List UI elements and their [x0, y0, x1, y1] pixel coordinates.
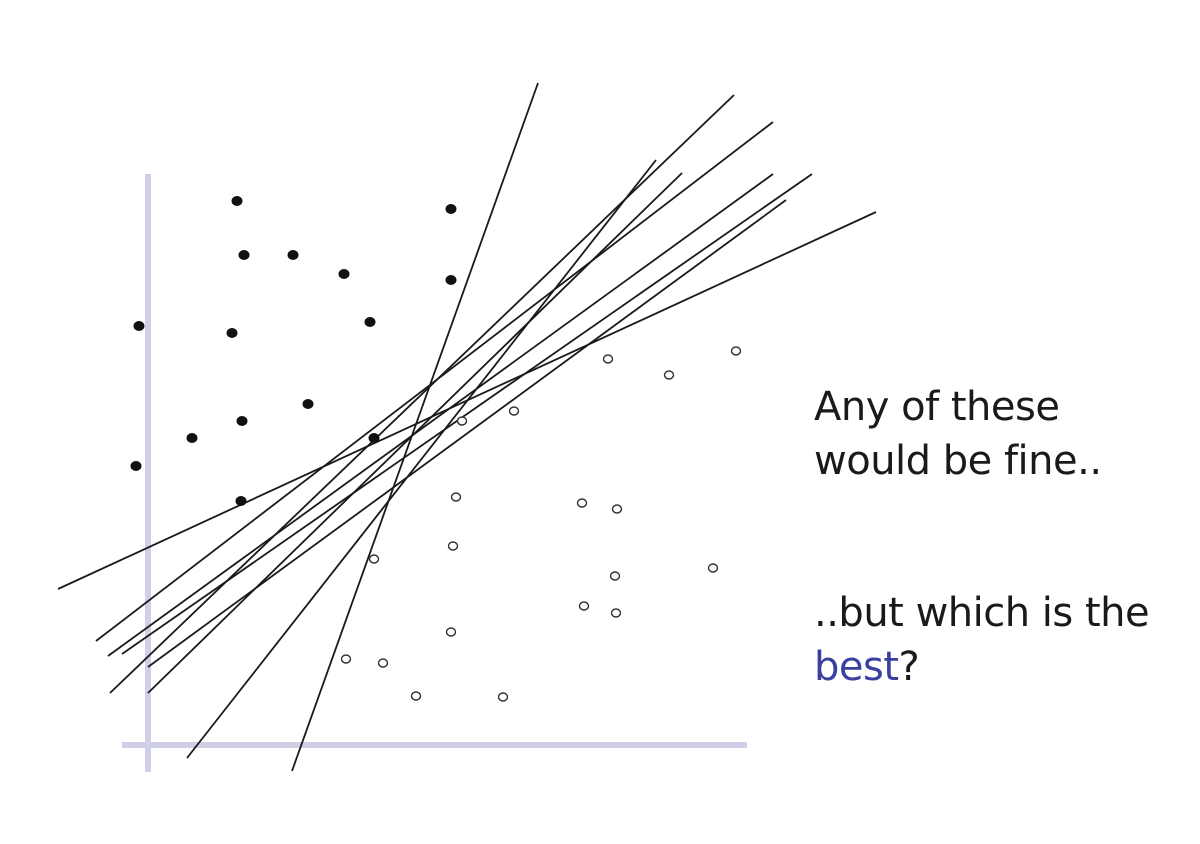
caption-any-of-these: Any of these would be fine.. — [814, 380, 1102, 488]
filled-circle-icon — [236, 416, 248, 426]
filled-circle-icon — [445, 275, 457, 285]
separator-line — [95, 121, 774, 642]
filled-circle-icon — [287, 250, 299, 260]
hollow-circle-icon — [578, 601, 590, 611]
question-mark: ? — [898, 644, 920, 690]
filled-circle-icon — [133, 321, 145, 331]
caption-line: Any of these — [814, 384, 1060, 430]
hollow-circle-icon — [707, 563, 719, 573]
filled-circle-icon — [338, 269, 350, 279]
highlight-word: best — [814, 644, 899, 690]
filled-circle-icon — [130, 461, 142, 471]
separating-lines — [57, 82, 877, 772]
filled-circle-icon — [445, 204, 457, 214]
separator-line — [107, 173, 774, 657]
hollow-circle-icon — [447, 541, 459, 551]
filled-circle-icon — [186, 433, 198, 443]
hollow-circle-icon — [576, 498, 588, 508]
filled-circle-icon — [302, 399, 314, 409]
filled-circle-icon — [226, 328, 238, 338]
filled-circle-icon — [368, 433, 380, 443]
separator-line — [186, 159, 657, 759]
hollow-circle-icon — [497, 692, 509, 702]
separator-line — [121, 173, 813, 655]
hollow-circle-icon — [377, 658, 389, 668]
hollow-circle-icon — [456, 416, 468, 426]
hollow-class-points — [340, 346, 742, 702]
caption-line: would be fine.. — [814, 438, 1102, 484]
hollow-circle-icon — [508, 406, 520, 416]
separator-line — [109, 94, 735, 694]
separator-line — [147, 199, 787, 668]
hollow-circle-icon — [410, 691, 422, 701]
caption-line: best? — [814, 640, 1149, 694]
filled-circle-icon — [238, 250, 250, 260]
hollow-circle-icon — [368, 554, 380, 564]
hollow-circle-icon — [663, 370, 675, 380]
filled-circle-icon — [364, 317, 376, 327]
hollow-circle-icon — [450, 492, 462, 502]
hollow-circle-icon — [609, 571, 621, 581]
filled-circle-icon — [231, 196, 243, 206]
separator-line — [57, 211, 877, 590]
hollow-circle-icon — [611, 504, 623, 514]
filled-circle-icon — [235, 496, 247, 506]
hollow-circle-icon — [602, 354, 614, 364]
filled-class-points — [130, 196, 457, 506]
caption-line: ..but which is the — [814, 590, 1150, 636]
hollow-circle-icon — [730, 346, 742, 356]
hollow-circle-icon — [610, 608, 622, 618]
separator-line — [291, 82, 539, 772]
caption-which-is-best: ..but which is the best? — [814, 586, 1150, 694]
hollow-circle-icon — [340, 654, 352, 664]
hollow-circle-icon — [445, 627, 457, 637]
